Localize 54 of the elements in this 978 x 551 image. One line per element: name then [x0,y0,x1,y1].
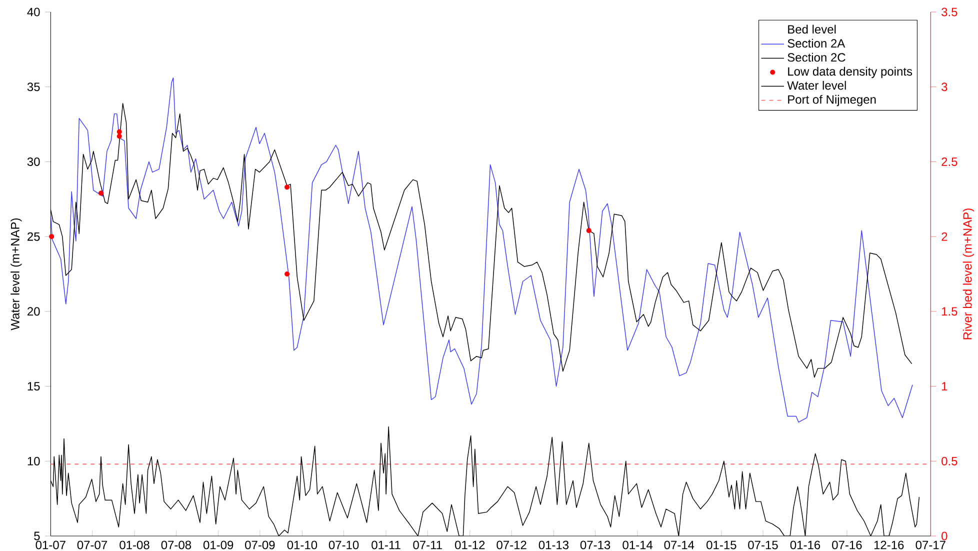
x-tick-label: 01-08 [120,540,150,550]
y2-tick-label: 2.5 [942,157,958,166]
legend-label: Section 2A [788,38,846,48]
point [49,234,54,240]
x-tick-label: 07-15 [748,540,778,550]
line-series [50,78,913,423]
x-tick-label: 07-11 [413,540,442,550]
x-tick-label: 01-11 [372,540,400,550]
y-tick-label: 25 [28,232,40,241]
x-tick-label: 07-07 [77,540,107,550]
legend-title: Bed level [788,24,836,34]
y2-tick-label: 3.5 [942,8,958,16]
x-tick-label: 07-14 [664,540,694,550]
legend-label: Water level [787,80,846,90]
y2-tick-label: 2 [942,232,948,241]
x-tick-label: 12-16 [874,540,904,550]
point [116,134,122,139]
x-tick-label: 01-10 [287,540,318,550]
y2-tick-label: 1.5 [942,307,958,316]
y2-tick-label: 0 [942,532,948,540]
x-tick-label: 01-16 [790,540,820,550]
legend-label: Port of Nijmegen [788,94,876,106]
x-tick-label: 01-09 [203,540,234,550]
y2-tick-label: 1 [942,382,948,390]
y-tick-label: 30 [27,157,40,166]
y2-tick-label: 0.5 [942,456,958,466]
x-tick-label: 07-17 [916,540,946,550]
x-tick-label: 07-09 [245,540,275,550]
y-tick-label: 5 [34,532,40,540]
x-tick-label: 07-10 [328,540,359,550]
y-tick-label: 15 [28,382,40,390]
y-axis-title: Water level (m+NAP) [10,218,22,330]
x-tick-label: 07-13 [580,540,610,550]
legend-label: Low data density points [788,66,912,78]
y2-axis-title: River bed level (m+NAP) [962,208,974,340]
x-tick-label: 01-07 [36,540,66,550]
point [284,271,290,277]
x-tick-label: 07-16 [832,540,862,550]
x-tick-label: 07-08 [161,540,192,550]
y-tick-label: 35 [27,82,40,92]
y-tick-label: 40 [27,8,40,16]
y2-tick-label: 3 [942,82,948,92]
point [284,184,290,190]
y-tick-label: 20 [28,307,40,316]
x-tick-label: 01-14 [622,540,653,550]
y-tick-label: 10 [28,456,40,466]
x-tick-label: 01-15 [706,540,736,550]
point [586,228,592,234]
x-tick-label: 01-13 [538,540,569,550]
point [98,190,104,196]
point [116,129,122,134]
x-tick-label: 01-12 [454,540,485,550]
legend-label: Section 2C [788,52,846,62]
x-tick-label: 07-12 [496,540,526,550]
